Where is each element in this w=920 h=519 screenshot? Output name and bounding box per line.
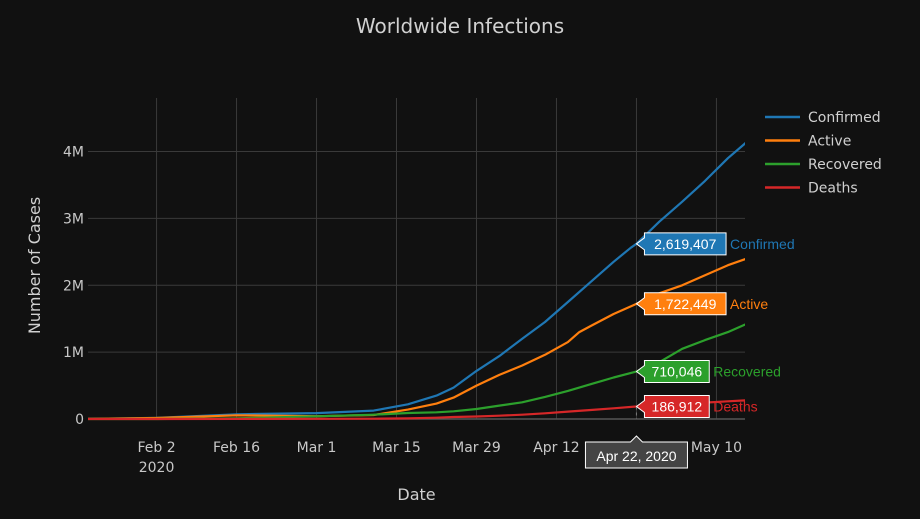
x-tick-year-label: 2020: [139, 460, 175, 476]
hover-label-box-deaths: [635, 395, 710, 418]
x-tick-label: Apr 12: [533, 440, 579, 456]
gridlines: [88, 98, 745, 420]
y-tick-label: 0: [75, 412, 84, 428]
legend-label: Confirmed: [808, 110, 881, 126]
series-line-confirmed[interactable]: [88, 118, 779, 420]
x-tick-label: Feb 16: [213, 440, 260, 456]
y-tick-label: 1M: [63, 345, 84, 361]
legend-label: Recovered: [808, 157, 882, 173]
hover-label-name: Recovered: [713, 364, 781, 380]
hover-label-value: 1,722,449: [654, 296, 716, 312]
x-tick-label: Mar 15: [372, 440, 421, 456]
hover-label-value: 186,912: [652, 399, 703, 415]
y-tick-label: 4M: [63, 145, 84, 161]
x-axis-title: Date: [397, 485, 435, 504]
y-axis-title: Number of Cases: [25, 197, 44, 334]
y-tick-label: 2M: [63, 278, 84, 294]
x-tick-label: May 10: [691, 440, 742, 456]
hover-label-name: Deaths: [713, 399, 757, 415]
x-tick-label: Mar 29: [452, 440, 501, 456]
hover-label-value: 710,046: [652, 364, 703, 380]
legend-label: Deaths: [808, 181, 858, 197]
hover-label-box-active: [635, 292, 727, 316]
legend[interactable]: Confirmed Active Recovered Deaths: [765, 110, 882, 197]
y-tick-label: 3M: [63, 211, 84, 227]
hover-labels: 2,619,407 Confirmed 1,722,449 Active 710,046…: [635, 232, 795, 418]
hover-date-box: [584, 435, 688, 469]
hover-label-box-recovered: [635, 360, 710, 384]
hover-label-value: 2,619,407: [654, 236, 716, 252]
hover-label-name: Confirmed: [730, 236, 795, 252]
hover-date-label: Apr 22, 2020: [596, 448, 676, 464]
hover-label-name: Active: [730, 296, 768, 312]
x-tick-label: Mar 1: [297, 440, 337, 456]
series-line-recovered[interactable]: [88, 312, 779, 421]
x-tick-label: Feb 2: [137, 440, 175, 456]
series-line-active[interactable]: [88, 251, 779, 420]
legend-label: Active: [808, 134, 851, 150]
chart-title: Worldwide Infections: [355, 14, 565, 38]
hover-label-box-confirmed: [635, 232, 727, 256]
